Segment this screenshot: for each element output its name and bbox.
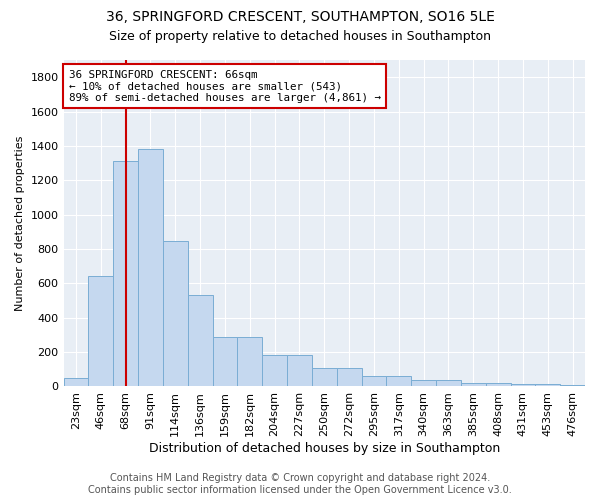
Bar bbox=[461, 382, 485, 386]
Bar bbox=[362, 376, 386, 386]
Bar bbox=[560, 385, 585, 386]
Bar bbox=[88, 276, 113, 386]
Text: Contains HM Land Registry data © Crown copyright and database right 2024.
Contai: Contains HM Land Registry data © Crown c… bbox=[88, 474, 512, 495]
Bar bbox=[337, 368, 362, 386]
Bar bbox=[386, 376, 411, 386]
Bar bbox=[535, 384, 560, 386]
Y-axis label: Number of detached properties: Number of detached properties bbox=[15, 136, 25, 311]
Bar bbox=[64, 378, 88, 386]
Text: 36, SPRINGFORD CRESCENT, SOUTHAMPTON, SO16 5LE: 36, SPRINGFORD CRESCENT, SOUTHAMPTON, SO… bbox=[106, 10, 494, 24]
Text: 36 SPRINGFORD CRESCENT: 66sqm
← 10% of detached houses are smaller (543)
89% of : 36 SPRINGFORD CRESCENT: 66sqm ← 10% of d… bbox=[69, 70, 381, 103]
Bar bbox=[262, 354, 287, 386]
Bar bbox=[212, 336, 238, 386]
Bar bbox=[188, 296, 212, 386]
X-axis label: Distribution of detached houses by size in Southampton: Distribution of detached houses by size … bbox=[149, 442, 500, 455]
Bar bbox=[163, 242, 188, 386]
Bar bbox=[287, 354, 312, 386]
Bar bbox=[511, 384, 535, 386]
Text: Size of property relative to detached houses in Southampton: Size of property relative to detached ho… bbox=[109, 30, 491, 43]
Bar bbox=[312, 368, 337, 386]
Bar bbox=[411, 380, 436, 386]
Bar bbox=[485, 382, 511, 386]
Bar bbox=[238, 338, 262, 386]
Bar bbox=[113, 162, 138, 386]
Bar bbox=[436, 380, 461, 386]
Bar bbox=[138, 150, 163, 386]
